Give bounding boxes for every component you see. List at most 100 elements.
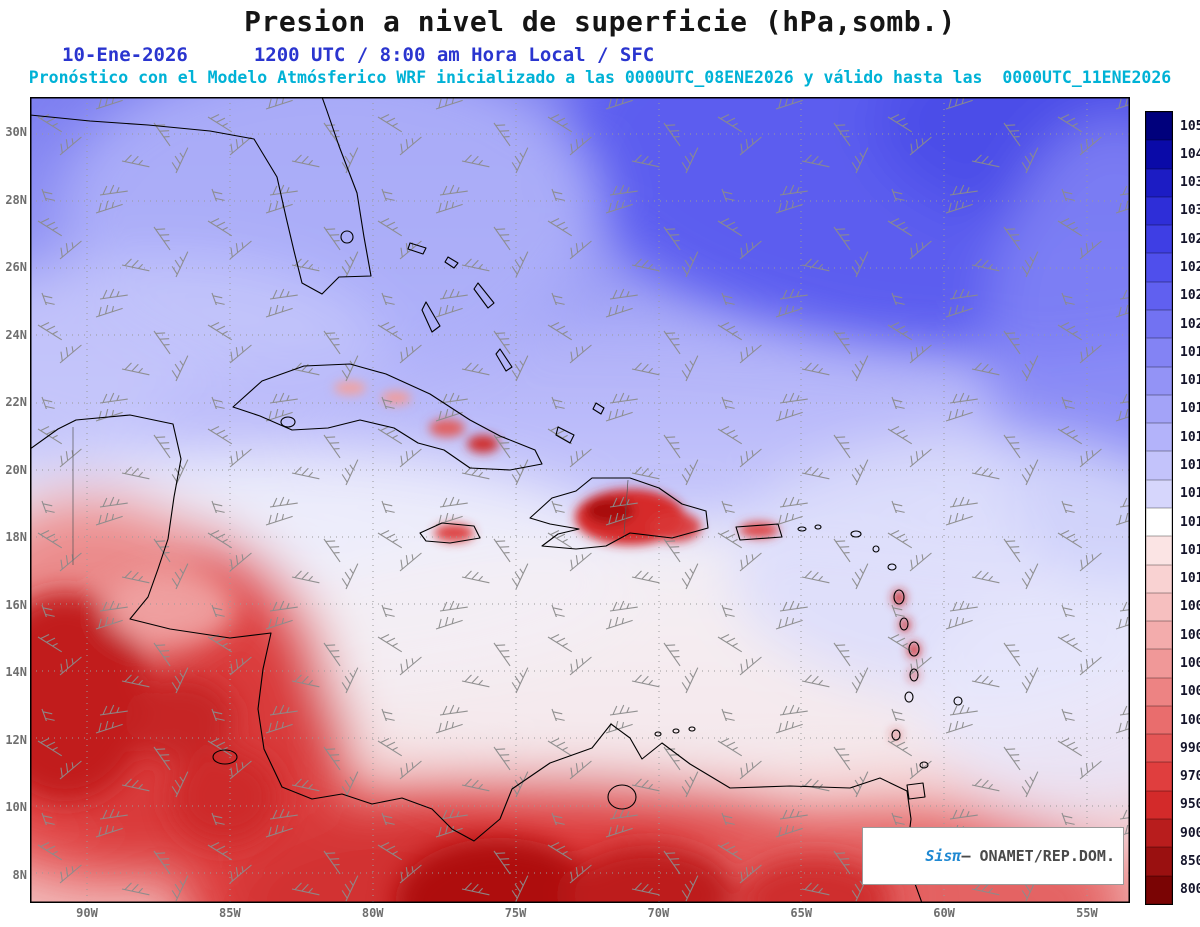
colorbar-level: 1019 <box>1146 338 1200 367</box>
colorbar-value: 800 <box>1180 882 1200 898</box>
colorbar-swatch <box>1146 592 1172 622</box>
colorbar-swatch <box>1146 819 1172 848</box>
branding-box: Sisπ— ONAMET/REP.DOM. <box>862 827 1124 885</box>
colorbar-value: 1028 <box>1180 231 1200 247</box>
colorbar-value: 1014 <box>1180 486 1200 502</box>
colorbar-level: 990 <box>1146 734 1200 763</box>
colorbar-swatch <box>1146 536 1172 565</box>
colorbar-value: 1040 <box>1180 146 1200 162</box>
colorbar-level: 1017 <box>1146 394 1200 424</box>
colorbar-level: 1002 <box>1146 677 1200 706</box>
lat-tick-label: 26N <box>5 260 27 275</box>
colorbar-level: 1025 <box>1146 253 1200 282</box>
lon-tick-label: 60W <box>933 906 955 920</box>
colorbar-level: 1050 <box>1146 112 1200 141</box>
colorbar-level: 1012 <box>1146 536 1200 565</box>
colorbar-swatch <box>1146 564 1172 593</box>
lat-tick-label: 10N <box>5 800 27 815</box>
colorbar-value: 1022 <box>1180 288 1200 304</box>
colorbar-value: 1025 <box>1180 260 1200 276</box>
lon-tick-label: 65W <box>790 906 813 920</box>
map-area: Sisπ— ONAMET/REP.DOM. <box>30 97 1130 903</box>
colorbar-level: 1022 <box>1146 281 1200 310</box>
colorbar-level: 1013 <box>1146 507 1200 537</box>
pressure-map-svg <box>30 97 1130 903</box>
wind-barbs <box>30 97 1130 903</box>
colorbar-swatch <box>1146 705 1172 735</box>
colorbar-swatch <box>1146 196 1172 226</box>
coastlines <box>30 97 963 903</box>
colorbar-swatch <box>1146 168 1172 197</box>
time-text: 1200 UTC / 8:00 am Hora Local / SFC <box>253 44 655 66</box>
colorbar-level: 1008 <box>1146 592 1200 622</box>
colorbar-swatch <box>1146 847 1172 876</box>
colorbar-swatch <box>1146 112 1172 141</box>
colorbar-value: 1050 <box>1180 118 1200 134</box>
lat-tick-label: 16N <box>5 597 27 612</box>
colorbar-level: 1018 <box>1146 366 1200 395</box>
colorbar-swatch <box>1146 790 1172 820</box>
colorbar-level: 1014 <box>1146 479 1200 508</box>
colorbar-swatch <box>1146 479 1172 508</box>
colorbar-value: 1019 <box>1180 344 1200 360</box>
brand-org: — ONAMET/REP.DOM. <box>961 847 1115 865</box>
colorbar-value: 950 <box>1180 797 1200 813</box>
colorbar-value: 1004 <box>1180 655 1200 671</box>
colorbar-level: 1004 <box>1146 649 1200 678</box>
lon-tick-label: 75W <box>504 906 527 920</box>
colorbar-value: 1016 <box>1180 429 1200 445</box>
colorbar-level: 950 <box>1146 790 1200 820</box>
colorbar-level: 1035 <box>1146 168 1200 197</box>
colorbar-value: 1006 <box>1180 627 1200 643</box>
lat-tick-label: 28N <box>5 192 27 207</box>
colorbar-value: 1008 <box>1180 599 1200 615</box>
lat-tick-label: 18N <box>5 530 27 545</box>
colorbar-swatch <box>1146 281 1172 310</box>
colorbar-swatch <box>1146 423 1172 452</box>
colorbar-swatch <box>1146 621 1172 650</box>
forecast-line: Pronóstico con el Modelo Atmósferico WRF… <box>28 68 1172 87</box>
colorbar-level: 800 <box>1146 875 1200 904</box>
colorbar-level: 1006 <box>1146 621 1200 650</box>
colorbar-swatch <box>1146 309 1172 339</box>
colorbar-swatch <box>1146 507 1172 537</box>
lon-tick-label: 70W <box>647 906 670 920</box>
lat-tick-label: 8N <box>12 867 27 882</box>
colorbar-swatch <box>1146 451 1172 480</box>
colorbar-value: 1017 <box>1180 401 1200 417</box>
lon-tick-label: 55W <box>1076 906 1098 920</box>
colorbar-level: 1028 <box>1146 225 1200 254</box>
colorbar-swatch <box>1146 677 1172 706</box>
colorbar-value: 1030 <box>1180 203 1200 219</box>
lat-tick-label: 12N <box>5 732 27 747</box>
map-frame <box>30 97 1130 903</box>
lat-tick-label: 24N <box>5 327 27 342</box>
colorbar-level: 1040 <box>1146 140 1200 169</box>
colorbar-level: 1000 <box>1146 705 1200 735</box>
brand-app: Sisπ <box>925 847 962 865</box>
colorbar-level: 1016 <box>1146 423 1200 452</box>
political-borders <box>72 427 629 565</box>
colorbar-value: 850 <box>1180 853 1200 869</box>
datetime-line: 10-Ene-2026 1200 UTC / 8:00 am Hora Loca… <box>62 44 654 66</box>
lon-tick-label: 85W <box>219 906 241 920</box>
colorbar-level: 1015 <box>1146 451 1200 480</box>
colorbar-level: 1020 <box>1146 309 1200 339</box>
colorbar-value: 1012 <box>1180 542 1200 558</box>
colorbar-swatch <box>1146 734 1172 763</box>
colorbar-value: 900 <box>1180 825 1200 841</box>
colorbar-value: 1020 <box>1180 316 1200 332</box>
lat-axis: 30N 28N 26N 24N 22N 20N 18N 16N 14N 12N 10N 8N <box>0 125 27 882</box>
colorbar-swatch <box>1146 649 1172 678</box>
colorbar-level: 900 <box>1146 819 1200 848</box>
page-title: Presion a nivel de superficie (hPa,somb.… <box>244 5 956 38</box>
lon-axis: 90W 85W 80W 75W 70W 65W 60W 55W <box>67 906 1107 920</box>
colorbar-value: 1018 <box>1180 373 1200 389</box>
colorbar-swatch <box>1146 875 1172 904</box>
colorbar-swatch <box>1146 338 1172 367</box>
colorbar-value: 1035 <box>1180 175 1200 191</box>
colorbar-value: 1010 <box>1180 571 1200 587</box>
colorbar-value: 1002 <box>1180 684 1200 700</box>
colorbar-swatch <box>1146 762 1172 791</box>
